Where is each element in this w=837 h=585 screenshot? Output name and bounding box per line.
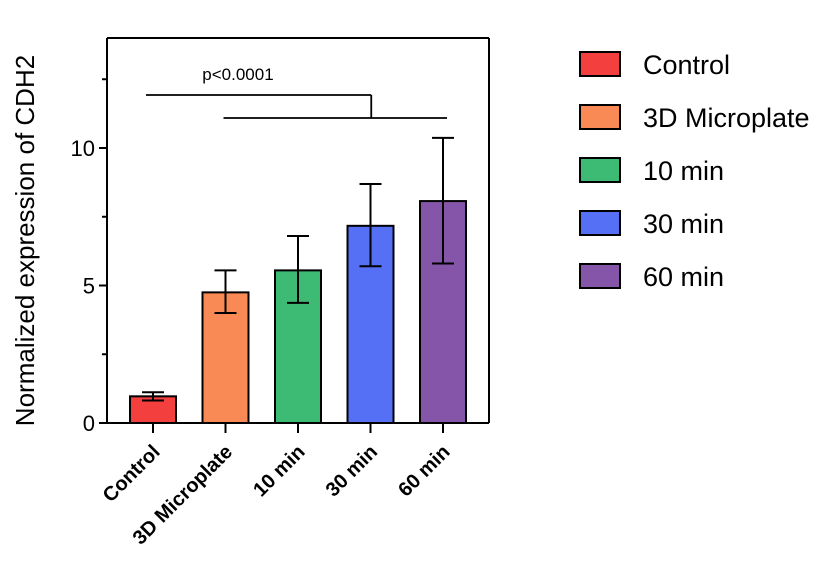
legend-swatch [579,51,621,77]
legend: Control 3D Microplate 10 min 30 min 60 min [579,50,810,292]
y-tick-label: 0 [83,411,95,436]
bars [129,200,467,425]
p-value-label: p<0.0001 [202,65,273,84]
legend-label: 3D Microplate [643,103,810,133]
y-axis-label: Normalized expression of CDH2 [10,55,40,426]
legend-label: 60 min [643,262,724,292]
x-tick-label: 10 min [249,441,309,501]
legend-label: 10 min [643,156,724,186]
legend-swatch [579,157,621,183]
error-bars [142,136,454,402]
significance-annotation: p<0.0001 [146,65,447,119]
y-tick-label: 10 [71,136,95,161]
legend-swatch [579,210,621,236]
x-tick-label: 30 min [322,441,382,501]
legend-swatch [579,104,621,130]
legend-label: 30 min [643,209,724,239]
legend-label: Control [643,50,730,80]
x-tick-label: 60 min [394,441,454,501]
legend-swatch [579,263,621,289]
x-tick-label: Control [99,441,165,507]
y-tick-label: 5 [83,274,95,299]
